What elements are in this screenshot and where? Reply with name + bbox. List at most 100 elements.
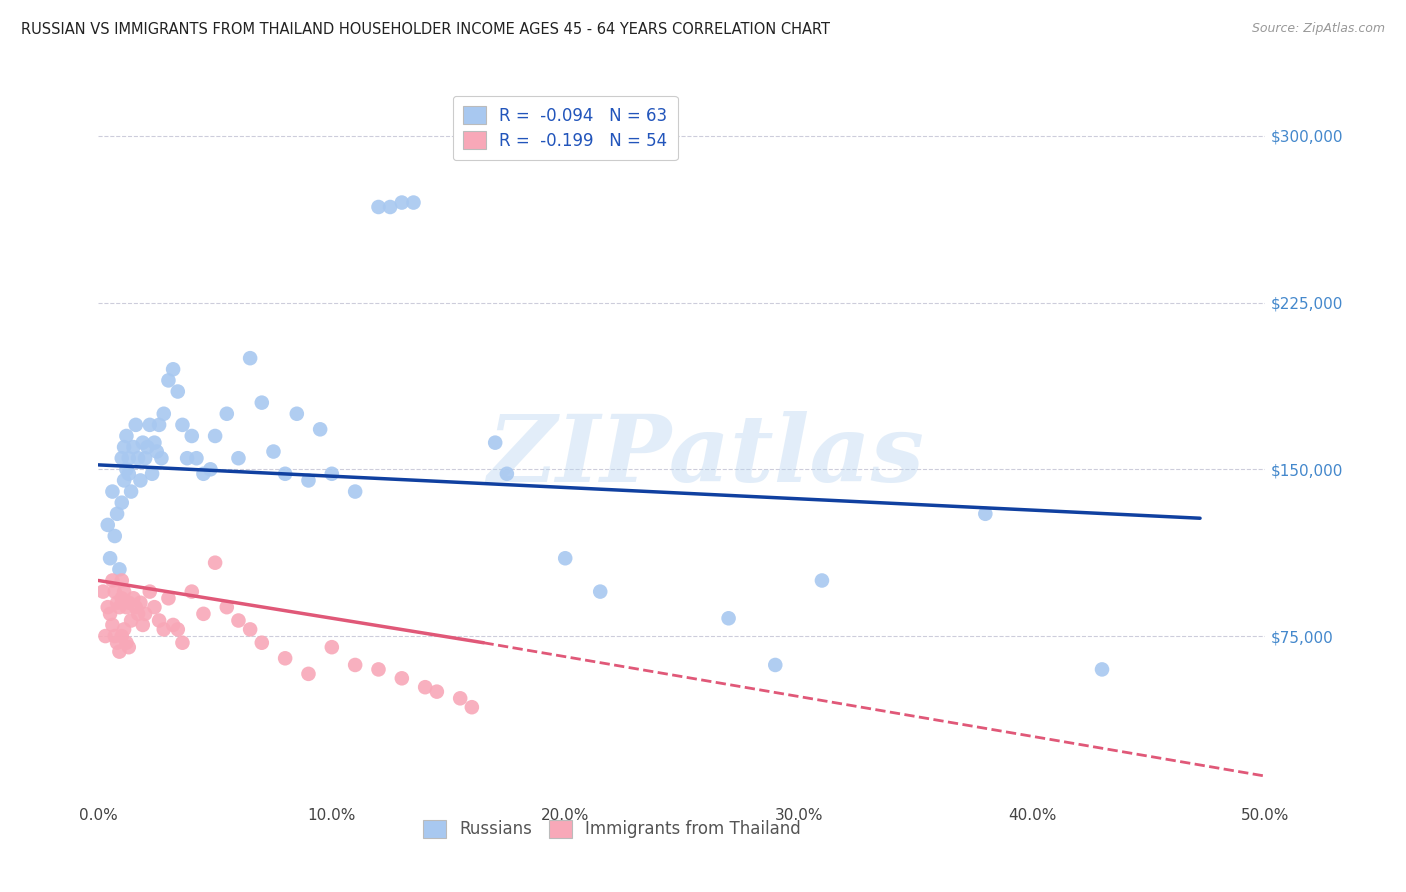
Point: [112, 623, 135, 637]
Text: RUSSIAN VS IMMIGRANTS FROM THAILAND HOUSEHOLDER INCOME AGES 45 - 64 YEARS CORREL: RUSSIAN VS IMMIGRANTS FROM THAILAND HOUS…: [21, 22, 830, 37]
Point: [297, 666, 319, 681]
Point: [111, 496, 134, 510]
Point: [239, 623, 262, 637]
Point: [125, 600, 148, 615]
Point: [112, 584, 135, 599]
Point: [157, 591, 180, 606]
Point: [108, 600, 131, 615]
Point: [122, 591, 145, 606]
Point: [554, 551, 576, 566]
Point: [115, 429, 138, 443]
Point: [97, 600, 120, 615]
Point: [200, 462, 222, 476]
Point: [101, 484, 124, 499]
Point: [129, 474, 152, 488]
Point: [974, 507, 997, 521]
Point: [134, 451, 156, 466]
Point: [250, 636, 273, 650]
Point: [297, 474, 319, 488]
Point: [134, 607, 156, 621]
Point: [118, 451, 141, 466]
Point: [239, 351, 262, 366]
Point: [118, 596, 141, 610]
Point: [146, 444, 169, 458]
Point: [309, 422, 332, 436]
Point: [118, 640, 141, 655]
Point: [105, 507, 128, 521]
Point: [127, 451, 149, 466]
Point: [166, 623, 188, 637]
Point: [94, 629, 117, 643]
Point: [91, 584, 114, 599]
Point: [367, 200, 389, 214]
Point: [120, 614, 142, 628]
Point: [228, 451, 250, 466]
Point: [143, 600, 166, 615]
Point: [250, 395, 273, 409]
Point: [811, 574, 834, 588]
Point: [1091, 662, 1114, 676]
Point: [108, 645, 131, 659]
Point: [172, 417, 194, 432]
Point: [112, 474, 135, 488]
Point: [111, 629, 134, 643]
Point: [111, 574, 134, 588]
Point: [125, 417, 148, 432]
Point: [391, 195, 413, 210]
Point: [228, 614, 250, 628]
Point: [391, 671, 413, 685]
Point: [104, 584, 127, 599]
Point: [204, 429, 226, 443]
Point: [97, 517, 120, 532]
Text: ZIPatlas: ZIPatlas: [486, 411, 924, 501]
Point: [150, 451, 173, 466]
Point: [426, 684, 449, 698]
Point: [122, 440, 145, 454]
Point: [132, 435, 155, 450]
Point: [589, 584, 612, 599]
Point: [162, 618, 184, 632]
Point: [321, 467, 343, 481]
Point: [111, 451, 134, 466]
Point: [101, 574, 124, 588]
Point: [105, 596, 128, 610]
Text: Source: ZipAtlas.com: Source: ZipAtlas.com: [1251, 22, 1385, 36]
Point: [344, 484, 367, 499]
Point: [141, 467, 163, 481]
Point: [215, 600, 238, 615]
Point: [108, 562, 131, 576]
Point: [274, 651, 297, 665]
Point: [157, 373, 180, 387]
Point: [496, 467, 519, 481]
Point: [148, 614, 170, 628]
Point: [129, 596, 152, 610]
Point: [112, 440, 135, 454]
Legend: Russians, Immigrants from Thailand: Russians, Immigrants from Thailand: [416, 813, 808, 845]
Point: [344, 657, 367, 672]
Point: [115, 600, 138, 615]
Point: [413, 680, 436, 694]
Point: [127, 607, 149, 621]
Point: [180, 584, 202, 599]
Point: [101, 618, 124, 632]
Point: [104, 629, 127, 643]
Point: [120, 484, 142, 499]
Point: [215, 407, 238, 421]
Point: [274, 467, 297, 481]
Point: [717, 611, 740, 625]
Point: [193, 607, 215, 621]
Point: [152, 623, 174, 637]
Point: [118, 467, 141, 481]
Point: [148, 417, 170, 432]
Point: [104, 529, 127, 543]
Point: [380, 200, 402, 214]
Point: [449, 691, 471, 706]
Point: [152, 407, 174, 421]
Point: [111, 591, 134, 606]
Point: [262, 444, 284, 458]
Point: [143, 435, 166, 450]
Point: [98, 607, 121, 621]
Point: [166, 384, 188, 399]
Point: [139, 417, 162, 432]
Point: [186, 451, 208, 466]
